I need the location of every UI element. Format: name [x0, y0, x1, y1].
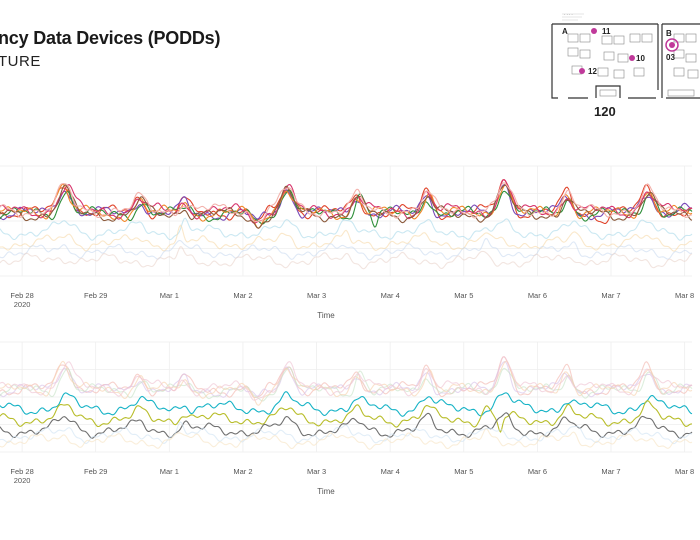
device-marker-11	[591, 28, 597, 34]
top-xtick-label: Mar 2	[233, 291, 252, 300]
bottom-xtick-label: Mar 4	[381, 467, 400, 476]
device-label-11: 11	[602, 27, 611, 36]
device-marker-03	[669, 42, 675, 48]
top-xtick-label: Mar 7	[601, 291, 620, 300]
device-ring-03	[665, 38, 679, 52]
bottom-xtick-label: Mar 2	[233, 467, 252, 476]
top-xtick-label: Feb 29	[84, 291, 107, 300]
bottom-series-s9	[0, 421, 693, 445]
device-marker-12	[579, 68, 585, 74]
top-series-s7	[0, 182, 693, 222]
floorplan-area-a: A	[562, 27, 568, 36]
device-label-12: 12	[588, 67, 597, 76]
top-series-s5	[0, 179, 693, 224]
floorplan-map: · · · · A B 11 10 12 03 120	[548, 10, 700, 120]
bottom-series-s3	[0, 366, 693, 402]
bottom-series-s6	[0, 391, 693, 417]
device-label-03: 03	[666, 53, 675, 62]
top-series-s6	[0, 184, 693, 229]
top-xaxis-title: Time	[317, 311, 335, 320]
top-series-s9	[0, 224, 693, 252]
floorplan-note: · · · ·	[564, 12, 573, 17]
bottom-xtick-label: Mar 3	[307, 467, 326, 476]
top-xtick-label: Mar 1	[160, 291, 179, 300]
device-marker-10	[629, 55, 635, 61]
bottom-xtick-label: Feb 28	[10, 467, 33, 476]
bottom-series-s4	[0, 360, 693, 406]
top-xtick-label: Mar 6	[528, 291, 547, 300]
top-xtick-label: Mar 8	[675, 291, 694, 300]
top-xtick-sublabel: 2020	[14, 300, 31, 309]
device-label-10: 10	[636, 54, 645, 63]
bottom-xtick-sublabel: 2020	[14, 476, 31, 485]
bottom-xtick-label: Mar 8	[675, 467, 694, 476]
top-xtick-label: Mar 5	[454, 291, 473, 300]
top-xtick-label: Mar 3	[307, 291, 326, 300]
bottom-xaxis-title: Time	[317, 487, 335, 496]
bottom-series-s10	[0, 428, 693, 450]
bottom-xtick-label: Mar 6	[528, 467, 547, 476]
bottom-series-s7	[0, 400, 693, 433]
bottom-series-s2	[0, 361, 693, 398]
bottom-series-s5	[0, 356, 693, 401]
top-series-s8	[0, 217, 693, 241]
bottom-xtick-label: Mar 5	[454, 467, 473, 476]
page-title: ncy Data Devices (PODDs)	[0, 28, 221, 48]
floorplan-area-b: B	[666, 29, 672, 38]
top-xtick-label: Mar 4	[381, 291, 400, 300]
top-series-s10	[0, 238, 693, 261]
bottom-series-s1	[0, 356, 693, 399]
top-xtick-label: Feb 28	[10, 291, 33, 300]
floorplan-room-number: 120	[594, 104, 616, 119]
top-series-s3	[0, 189, 693, 228]
top-series-s11	[0, 246, 693, 270]
bottom-xtick-label: Mar 1	[160, 467, 179, 476]
bottom-xtick-label: Feb 29	[84, 467, 107, 476]
page-subtitle: TURE	[0, 53, 41, 70]
bottom-xtick-label: Mar 7	[601, 467, 620, 476]
